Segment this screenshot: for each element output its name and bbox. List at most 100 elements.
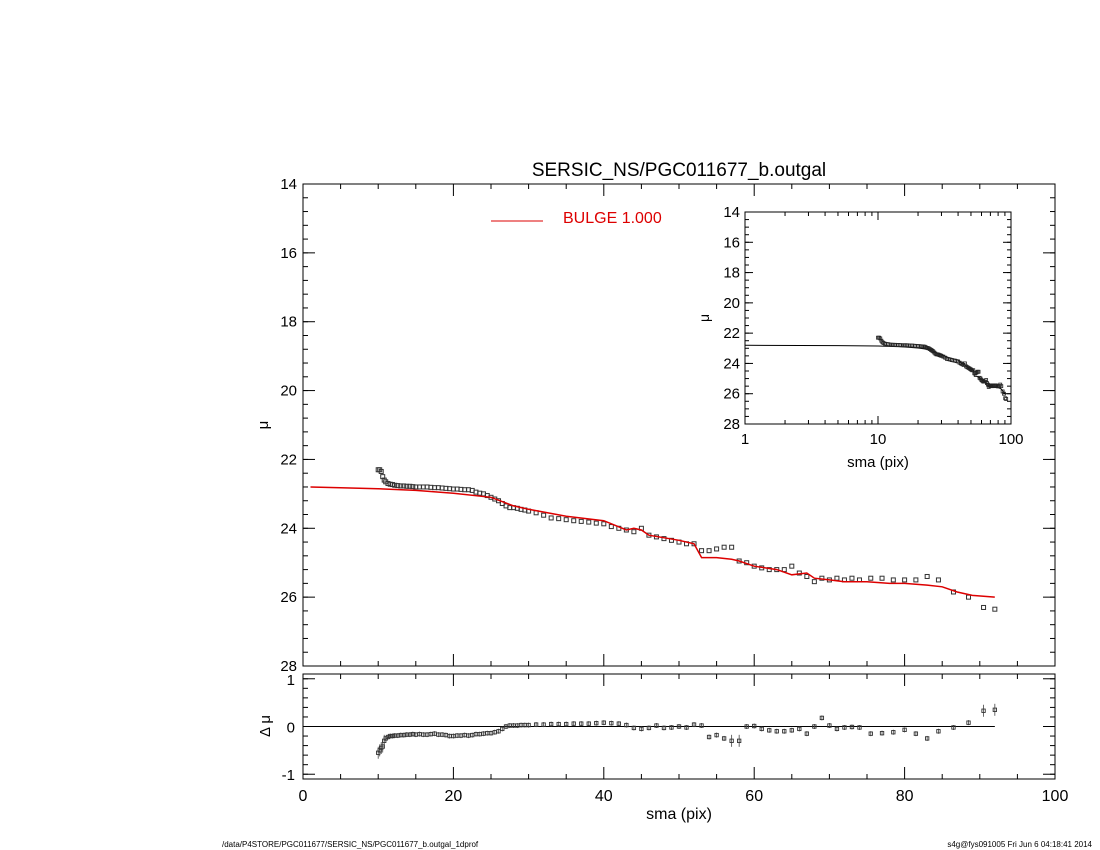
residual-data-point <box>564 721 569 727</box>
main-y-tick-label: 28 <box>280 658 297 675</box>
residual-data-point <box>571 721 576 726</box>
main-data-point <box>789 563 795 569</box>
inset-data-point <box>974 370 979 375</box>
inset-data-point <box>977 375 982 380</box>
inset-y-tick-label: 14 <box>723 204 740 221</box>
residual-data-point <box>579 721 584 726</box>
footer-file-path: /data/P4STORE/PGC011677/SERSIC_NS/PGC011… <box>222 840 479 849</box>
main-data-point <box>410 484 416 490</box>
residual-data-point <box>902 727 907 732</box>
chart-title: SERSIC_NS/PGC011677_b.outgal <box>532 160 826 181</box>
main-data-point <box>766 567 772 573</box>
residual-data-point <box>797 726 802 732</box>
residual-data-point <box>676 724 682 729</box>
residual-data-point <box>526 722 531 728</box>
residual-data-point <box>631 725 637 731</box>
inset-data-point <box>976 369 981 374</box>
x-tick-label: 100 <box>1042 788 1069 805</box>
residual-data-point <box>646 725 652 731</box>
residual-data-point <box>684 725 689 730</box>
main-data-point <box>571 518 577 524</box>
main-data-point <box>714 546 720 552</box>
residual-data-point <box>752 723 757 729</box>
residual-data-point <box>834 726 840 732</box>
main-data-point <box>834 575 840 581</box>
main-data-point <box>556 516 562 522</box>
residual-data-point <box>891 730 896 735</box>
residual-data-point <box>541 722 546 727</box>
residual-data-point <box>868 731 873 736</box>
main-data-points <box>375 467 998 612</box>
residual-data-point <box>714 732 719 738</box>
main-y-tick-label: 14 <box>280 176 297 193</box>
x-tick-label: 0 <box>299 788 308 805</box>
main-data-point <box>578 518 584 524</box>
main-data-point <box>966 594 972 600</box>
main-data-point <box>890 577 896 583</box>
main-data-point <box>992 606 998 612</box>
main-y-tick-label: 16 <box>280 245 297 262</box>
inset-x-axis-label: sma (pix) <box>847 454 909 471</box>
residual-data-point <box>992 707 997 712</box>
residual-data-point <box>388 733 393 739</box>
main-y-tick-label: 24 <box>280 520 297 537</box>
main-data-point <box>913 577 919 583</box>
residual-data-point <box>737 738 742 743</box>
main-data-point <box>868 575 874 581</box>
main-data-point <box>706 548 712 554</box>
main-data-point <box>879 575 885 581</box>
main-y-axis-label: μ <box>255 421 272 430</box>
main-data-point <box>593 520 599 526</box>
x-tick-label: 40 <box>595 788 613 805</box>
main-y-axis: 14 16 18 20 22 24 26 28 <box>280 176 1055 675</box>
main-data-point <box>404 483 410 489</box>
residual-data-point <box>721 736 727 741</box>
residual-data-point <box>496 729 501 734</box>
inset-data-point <box>1003 396 1008 401</box>
residual-data-point <box>669 725 674 730</box>
residual-data-point <box>390 733 395 739</box>
residual-data-point <box>782 729 787 734</box>
inset-x-tick-label: 1 <box>741 431 749 448</box>
residual-data-point <box>767 728 772 733</box>
residual-data-point <box>842 725 847 730</box>
main-data-point <box>849 575 855 581</box>
main-data-point <box>924 573 930 579</box>
main-data-point <box>401 483 407 489</box>
inset-log-panel: 14 16 18 20 22 24 26 28 1 10 100 sma (pix) μ <box>696 204 1024 471</box>
footer-user-timestamp: s4g@fys091005 Fri Jun 6 04:18:41 2014 <box>947 840 1092 849</box>
residual-x-axis: 0 20 40 60 80 100 <box>299 674 1069 805</box>
legend-label-bulge: BULGE 1.000 <box>563 210 662 227</box>
residual-data-point <box>661 725 667 731</box>
residual-data-point <box>601 720 606 725</box>
residual-data-point <box>981 708 986 713</box>
main-data-point <box>395 483 401 489</box>
main-data-point <box>392 482 398 488</box>
main-data-point <box>601 521 607 527</box>
x-tick-label: 80 <box>896 788 914 805</box>
main-x-axis <box>302 184 1056 666</box>
residual-data-point <box>857 725 862 730</box>
residual-data-point <box>774 729 779 734</box>
residual-y-tick-label: -1 <box>282 767 295 784</box>
residual-data-point <box>804 731 809 736</box>
inset-x-tick-label: 100 <box>998 431 1023 448</box>
residual-data-point <box>586 721 591 726</box>
residual-data-point <box>533 722 539 727</box>
main-data-point <box>935 577 941 583</box>
x-tick-label: 60 <box>745 788 763 805</box>
residual-data-point <box>789 728 794 733</box>
main-data-point <box>902 577 908 583</box>
residual-data-point <box>812 724 817 729</box>
residual-data-point <box>500 726 505 732</box>
residual-data-point <box>699 723 704 728</box>
residual-data-point <box>951 725 956 730</box>
main-data-point <box>804 573 810 579</box>
residual-data-point <box>624 722 629 728</box>
main-data-point <box>811 579 817 585</box>
residual-data-point <box>744 724 749 729</box>
residual-y-tick-label: 1 <box>287 672 295 689</box>
residual-data-point <box>827 723 832 728</box>
bulge-model-curve <box>310 486 995 598</box>
